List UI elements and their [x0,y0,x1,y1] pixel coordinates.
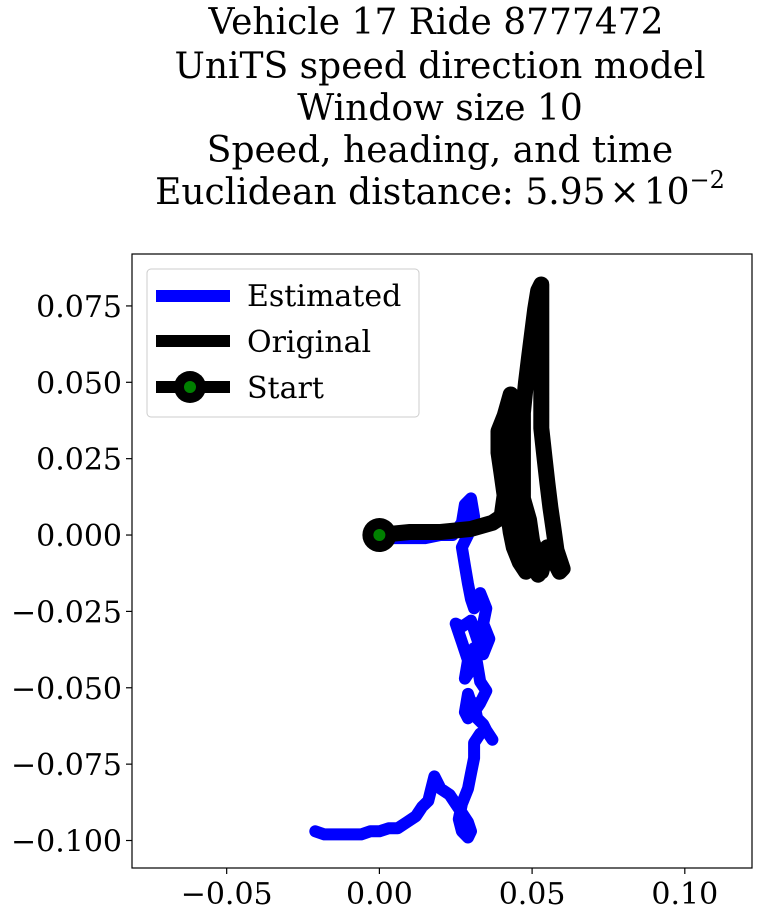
series-layer [309,276,571,844]
title-line-3: Window size 10 [297,88,583,129]
title-distance-times: × [610,172,640,213]
legend-label-start: Start [247,371,324,406]
series-line-original [371,276,571,583]
legend-swatch-start-center [184,381,196,393]
plot-frame [131,253,753,869]
y-tick-label: −0.025 [11,595,122,630]
title-line-1: Vehicle 17 Ride 8777472 [207,2,663,43]
y-tick-label: −0.100 [11,825,122,860]
ticks-layer: −0.05 0.00 0.05 0.10 0.075 0.050 0.025 0.000 −0.… [11,290,718,912]
start-marker-center [373,529,386,542]
legend: Estimated Original Start [146,268,420,418]
title-distance-prefix: Euclidean distance: [155,172,525,213]
title-distance-base: 10 [644,172,690,213]
y-tick-label: −0.075 [11,748,122,783]
title-line-4: Speed, heading, and time [207,130,673,171]
y-tick-label: 0.000 [36,519,122,554]
legend-label-estimated: Estimated [247,279,401,314]
legend-label-original: Original [247,325,371,360]
x-tick-label: 0.00 [346,877,413,912]
y-tick-label: 0.025 [36,443,122,478]
title-line-5: Euclidean distance: 5.95 × 10−2 [155,166,725,213]
x-tick-label: 0.05 [499,877,566,912]
y-tick-label: 0.075 [36,290,122,325]
x-tick-label: 0.10 [651,877,718,912]
x-tick-label: −0.05 [181,877,273,912]
y-tick-label: −0.050 [11,672,122,707]
title-distance-mantissa: 5.95 [525,172,605,213]
legend-frame [146,268,420,418]
title-line-2: UniTS speed direction model [175,46,706,87]
title-distance-exponent: −2 [690,166,725,194]
y-tick-label: 0.050 [36,366,122,401]
series-line-estimated [309,492,499,844]
chart-title: Vehicle 17 Ride 8777472 UniTS speed dire… [155,2,725,213]
